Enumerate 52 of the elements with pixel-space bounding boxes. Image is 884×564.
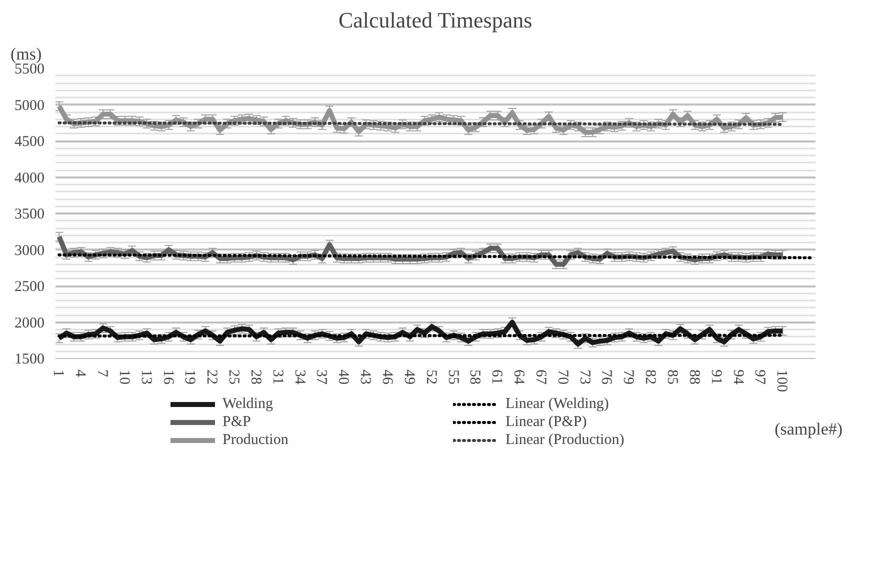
y-tick-label: 5500 xyxy=(14,62,44,78)
legend-label: Linear (P&P) xyxy=(506,413,588,431)
x-tick-label: 19 xyxy=(182,370,198,384)
x-tick-label: 79 xyxy=(620,370,636,384)
y-tick-label: 2000 xyxy=(14,315,44,332)
x-tick-label: 88 xyxy=(686,370,702,384)
y-tick-label: 3000 xyxy=(14,242,44,259)
legend-label: Welding xyxy=(222,395,274,413)
x-tick-label: 70 xyxy=(554,370,570,384)
x-tick-label: 61 xyxy=(488,370,505,384)
x-tick-label: 91 xyxy=(708,370,724,384)
x-tick-label: 58 xyxy=(466,370,483,384)
x-tick-label: 31 xyxy=(269,370,286,384)
y-axis-title: (ms) xyxy=(10,44,42,64)
y-tick-label: 3500 xyxy=(14,206,44,222)
chart-title: Calculated Timespans xyxy=(338,8,532,32)
legend-label: Linear (Production) xyxy=(506,431,626,449)
x-axis-title: (sample#) xyxy=(774,419,843,438)
x-tick-label: 64 xyxy=(510,370,527,385)
x-tick-label: 37 xyxy=(313,370,330,385)
x-tick-label: 7 xyxy=(94,370,110,378)
x-tick-label: 16 xyxy=(160,370,176,385)
x-tick-label: 49 xyxy=(400,370,417,384)
legend-label: Production xyxy=(222,431,290,449)
x-tick-label: 52 xyxy=(422,370,439,384)
x-tick-label: 94 xyxy=(730,370,746,385)
x-tick-label: 25 xyxy=(226,370,242,384)
y-tick-label: 5000 xyxy=(14,98,44,114)
x-tick-label: 73 xyxy=(576,370,592,384)
x-tick-label: 43 xyxy=(357,370,374,384)
x-tick-label: 13 xyxy=(138,370,154,384)
y-tick-label: 4500 xyxy=(14,134,44,150)
x-tick-label: 100 xyxy=(774,370,790,392)
x-tick-label: 28 xyxy=(247,370,264,384)
y-tick-label: 2500 xyxy=(14,279,44,295)
legend-label: Linear (Welding) xyxy=(506,395,610,413)
x-tick-label: 10 xyxy=(116,370,132,384)
x-tick-label: 76 xyxy=(598,370,614,385)
y-tick-label: 4000 xyxy=(14,170,44,186)
x-tick-label: 46 xyxy=(379,370,395,385)
x-tick-label: 22 xyxy=(204,370,220,384)
x-tick-label: 55 xyxy=(444,370,461,384)
x-tick-label: 4 xyxy=(72,370,88,378)
x-tick-label: 1 xyxy=(50,370,66,377)
x-tick-label: 67 xyxy=(532,370,548,385)
y-tick-label: 1500 xyxy=(14,352,44,368)
x-tick-label: 82 xyxy=(642,370,658,384)
x-tick-label: 85 xyxy=(664,370,680,384)
legend-label: P&P xyxy=(222,413,252,431)
x-tick-label: 97 xyxy=(752,370,768,385)
x-tick-label: 34 xyxy=(291,370,308,385)
x-tick-label: 40 xyxy=(335,370,352,384)
